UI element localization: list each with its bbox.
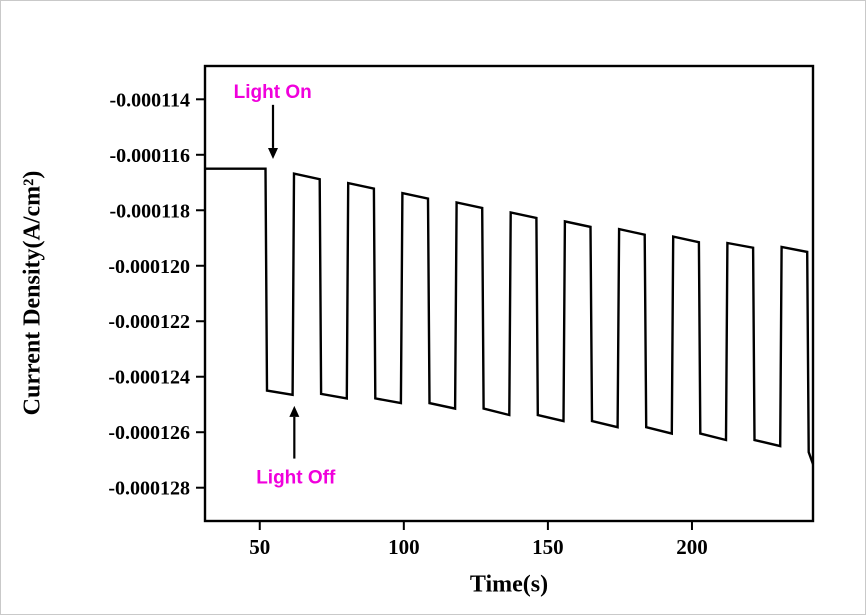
y-tick-label: -0.000126 — [108, 422, 190, 444]
current-density-curve — [205, 167, 815, 465]
x-tick-label: 150 — [532, 535, 564, 559]
y-tick-label: -0.000122 — [108, 311, 190, 333]
y-tick-label: -0.000114 — [109, 89, 190, 111]
x-tick-label: 50 — [249, 535, 270, 559]
light-on-arrow-head — [268, 147, 279, 159]
y-tick-label: -0.000116 — [109, 145, 190, 167]
light-off-label: Light Off — [256, 468, 336, 489]
plot-frame — [203, 64, 815, 523]
x-tick-label: 100 — [388, 535, 420, 559]
light-on-label: Light On — [234, 82, 312, 103]
y-tick-label: -0.000124 — [108, 367, 190, 389]
x-tick-label: 200 — [676, 535, 708, 559]
y-axis-title: Current Density(A/cm²) — [19, 170, 46, 416]
x-axis-title: Time(s) — [469, 571, 549, 598]
y-tick-label: -0.000118 — [109, 200, 190, 222]
y-tick-label: -0.000128 — [108, 478, 190, 500]
y-tick-label: -0.000120 — [108, 256, 190, 278]
light-off-arrow-head — [289, 405, 300, 417]
